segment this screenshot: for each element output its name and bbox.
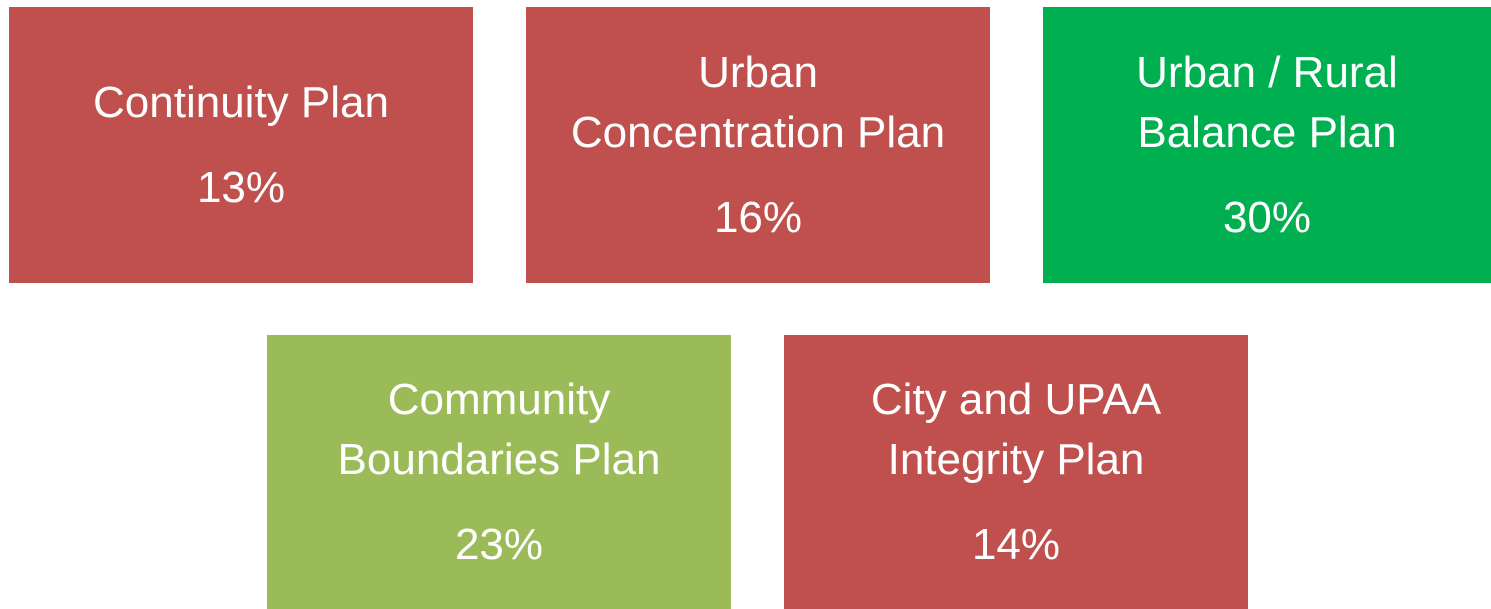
plan-percent: 13% [196, 162, 286, 212]
plan-percent: 23% [454, 519, 544, 569]
plan-box: Urban / Rural Balance Plan 30% [1043, 7, 1491, 283]
plan-box: Continuity Plan 13% [9, 7, 473, 283]
plan-label: Urban [698, 47, 818, 97]
plan-box: Community Boundaries Plan 23% [267, 335, 731, 609]
plan-label: Boundaries Plan [337, 434, 661, 484]
plan-box: Urban Concentration Plan 16% [526, 7, 990, 283]
plan-label: Urban / Rural [1136, 47, 1398, 97]
plan-label: Integrity Plan [887, 434, 1145, 484]
plan-label: Continuity Plan [93, 77, 389, 127]
plan-label: Concentration Plan [570, 107, 946, 157]
plan-percent: 14% [971, 519, 1061, 569]
plan-percent: 30% [1222, 192, 1312, 242]
plan-box: City and UPAA Integrity Plan 14% [784, 335, 1248, 609]
plan-label: City and UPAA [870, 374, 1162, 424]
plan-label: Community [387, 374, 611, 424]
plan-percent: 16% [713, 192, 803, 242]
plan-label: Balance Plan [1137, 107, 1397, 157]
